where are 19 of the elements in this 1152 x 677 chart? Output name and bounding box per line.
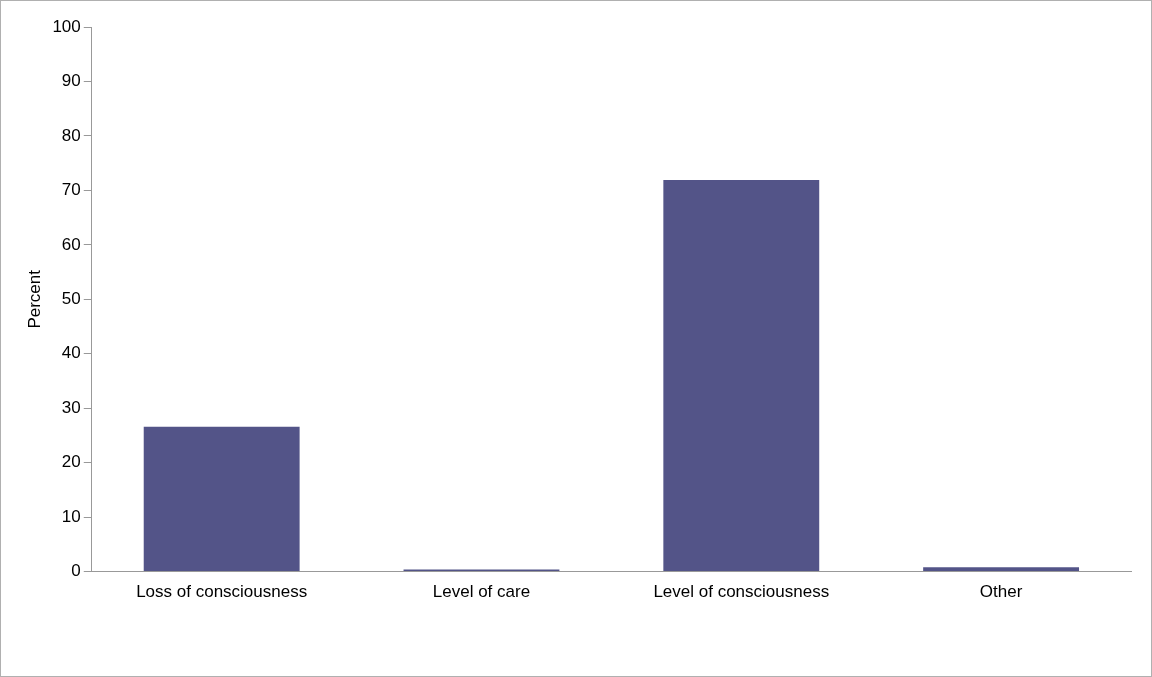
y-axis-title: Percent [24,269,44,329]
y-tick-label: 80 [61,125,81,145]
y-tick-label: 30 [61,397,81,417]
x-tick-label: Level of care [432,582,531,602]
bar [663,180,820,572]
y-tick-label: 0 [71,561,81,581]
x-tick-label: Loss of consciousness [136,582,308,602]
y-tick-label: 20 [61,452,81,472]
x-tick-label: Level of consciousness [653,582,830,602]
y-tick-label: 60 [61,234,81,254]
y-tick-label: 100 [52,16,81,36]
x-tick-label: Other [979,582,1023,602]
y-tick-label: 70 [61,180,81,200]
bar [923,567,1080,572]
bar [143,426,300,572]
y-tick-label: 40 [61,343,81,363]
y-tick-label: 50 [61,288,81,308]
y-tick-label: 90 [61,71,81,91]
y-tick-label: 10 [61,506,81,526]
